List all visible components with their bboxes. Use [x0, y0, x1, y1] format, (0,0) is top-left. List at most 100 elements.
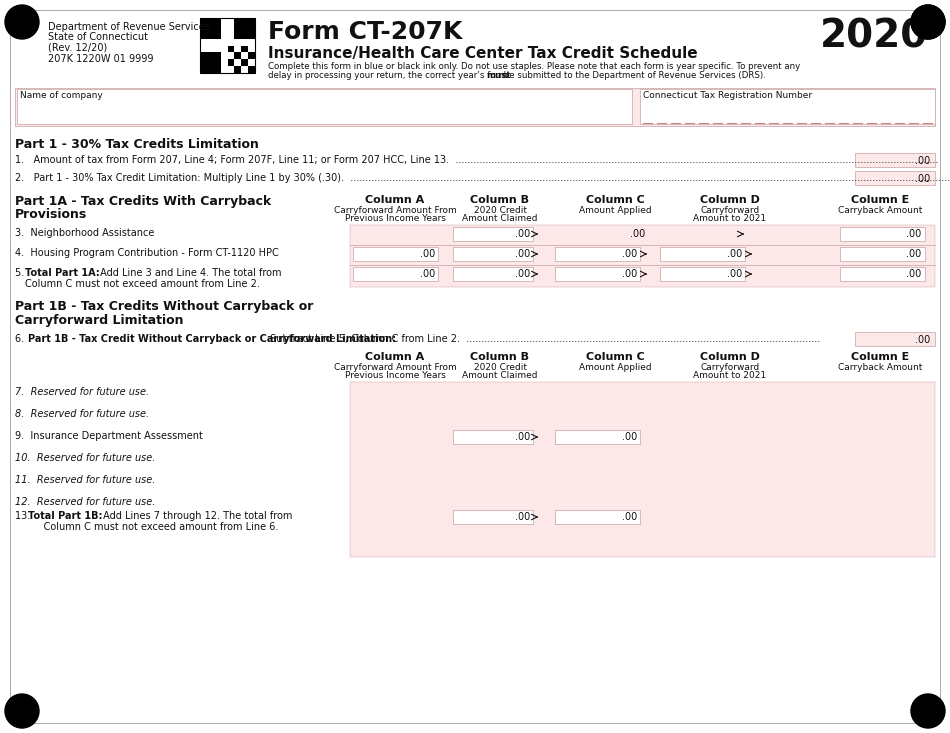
Text: be submitted to the Department of Revenue Services (DRS).: be submitted to the Department of Revenu… — [501, 71, 766, 80]
Text: Column A: Column A — [366, 352, 425, 362]
Bar — [15, 88, 935, 126]
Text: Carryforward: Carryforward — [700, 206, 760, 215]
Bar — [453, 247, 533, 261]
Bar — [214, 32, 220, 39]
Bar — [200, 59, 207, 66]
Bar — [241, 18, 248, 25]
Bar — [214, 18, 220, 25]
Text: Column E: Column E — [851, 352, 909, 362]
Bar — [248, 52, 255, 59]
Text: 207K 1220W 01 9999: 207K 1220W 01 9999 — [48, 54, 154, 64]
Text: Amount Applied: Amount Applied — [579, 363, 652, 372]
Text: Column E: Column E — [851, 195, 909, 205]
Text: Insurance/Health Care Center Tax Credit Schedule: Insurance/Health Care Center Tax Credit … — [268, 46, 697, 61]
Text: .00: .00 — [727, 249, 742, 259]
Text: Part 1B - Tax Credit Without Carryback or Carryforward Limitation:: Part 1B - Tax Credit Without Carryback o… — [28, 334, 396, 344]
Text: Amount Applied: Amount Applied — [579, 206, 652, 215]
Circle shape — [911, 5, 945, 39]
Text: Complete this form in blue or black ink only. Do not use staples. Please note th: Complete this form in blue or black ink … — [268, 62, 800, 71]
Bar — [207, 59, 214, 66]
Text: Form CT-207K: Form CT-207K — [268, 20, 463, 44]
Bar — [200, 66, 207, 73]
Text: .00: .00 — [905, 269, 921, 279]
Text: .00: .00 — [915, 156, 930, 166]
Bar — [214, 66, 220, 73]
Bar — [235, 25, 241, 32]
Bar — [241, 59, 248, 66]
Circle shape — [911, 5, 945, 39]
Bar — [248, 18, 255, 25]
Text: 13.: 13. — [15, 511, 33, 521]
Text: (Rev. 12/20): (Rev. 12/20) — [48, 43, 107, 53]
Text: Column C must not exceed amount from Line 6.: Column C must not exceed amount from Lin… — [28, 522, 278, 532]
Text: Carryback Amount: Carryback Amount — [838, 363, 922, 372]
Text: Department of Revenue Services: Department of Revenue Services — [48, 22, 210, 32]
Text: Column C: Column C — [585, 352, 644, 362]
Text: 2020: 2020 — [820, 17, 928, 55]
Text: Previous Income Years: Previous Income Years — [345, 214, 446, 223]
Text: Amount to 2021: Amount to 2021 — [694, 214, 767, 223]
Text: .00: .00 — [630, 229, 645, 239]
Bar — [660, 247, 745, 261]
Text: 7.  Reserved for future use.: 7. Reserved for future use. — [15, 387, 149, 397]
Bar — [200, 32, 207, 39]
Text: Column D: Column D — [700, 352, 760, 362]
Circle shape — [911, 694, 945, 728]
Bar — [214, 52, 220, 59]
Text: Part 1A - Tax Credits With Carryback: Part 1A - Tax Credits With Carryback — [15, 195, 272, 208]
Text: 3.  Neighborhood Assistance: 3. Neighborhood Assistance — [15, 228, 154, 238]
Text: .00: .00 — [515, 269, 530, 279]
Circle shape — [5, 694, 39, 728]
Bar — [350, 382, 935, 557]
Bar — [555, 247, 640, 261]
Text: 1.   Amount of tax from Form 207, Line 4; Form 207F, Line 11; or Form 207 HCC, L: 1. Amount of tax from Form 207, Line 4; … — [15, 155, 939, 165]
Circle shape — [5, 5, 39, 39]
Bar — [227, 59, 235, 66]
Bar — [840, 227, 925, 241]
Bar — [227, 45, 235, 52]
Bar — [17, 89, 632, 124]
Text: .00: .00 — [515, 512, 530, 522]
Text: 11.  Reserved for future use.: 11. Reserved for future use. — [15, 475, 156, 485]
Bar — [840, 267, 925, 281]
Bar — [235, 66, 241, 73]
Bar — [555, 510, 640, 524]
Bar — [235, 18, 241, 25]
Text: Column A: Column A — [366, 195, 425, 205]
Text: Name of company: Name of company — [20, 91, 103, 100]
Text: .00: .00 — [621, 249, 637, 259]
Bar — [453, 510, 533, 524]
Text: 2020 Credit: 2020 Credit — [473, 363, 526, 372]
Text: Provisions: Provisions — [15, 208, 87, 221]
Bar — [248, 25, 255, 32]
Bar — [200, 18, 255, 73]
Text: must: must — [486, 71, 510, 80]
Text: Carryforward: Carryforward — [700, 363, 760, 372]
Text: 4.  Housing Program Contribution - Form CT-1120 HPC: 4. Housing Program Contribution - Form C… — [15, 248, 278, 258]
Text: Total Part 1A:: Total Part 1A: — [25, 268, 100, 278]
Text: delay in processing your return, the correct year’s form: delay in processing your return, the cor… — [268, 71, 510, 80]
Text: .00: .00 — [621, 269, 637, 279]
Bar — [248, 66, 255, 73]
Bar — [453, 227, 533, 241]
Text: .00: .00 — [515, 229, 530, 239]
Text: 2020 Credit: 2020 Credit — [473, 206, 526, 215]
Bar — [555, 430, 640, 444]
Bar — [214, 59, 220, 66]
Bar — [241, 45, 248, 52]
Bar — [640, 89, 935, 124]
Text: .00: .00 — [915, 335, 930, 345]
Text: Carryback Amount: Carryback Amount — [838, 206, 922, 215]
Text: Column B: Column B — [470, 195, 529, 205]
Text: Subtract Line 5, Column C from Line 2.  ........................................: Subtract Line 5, Column C from Line 2. .… — [267, 334, 820, 344]
Text: Add Line 3 and Line 4. The total from: Add Line 3 and Line 4. The total from — [97, 268, 281, 278]
Text: .00: .00 — [515, 249, 530, 259]
Text: 5.: 5. — [15, 268, 28, 278]
Text: 8.  Reserved for future use.: 8. Reserved for future use. — [15, 409, 149, 419]
Text: .00: .00 — [905, 229, 921, 239]
Bar — [555, 267, 640, 281]
Bar — [353, 267, 438, 281]
Bar — [453, 267, 533, 281]
Text: Previous Income Years: Previous Income Years — [345, 371, 446, 380]
Text: 2.   Part 1 - 30% Tax Credit Limitation: Multiply Line 1 by 30% (.30).  ........: 2. Part 1 - 30% Tax Credit Limitation: M… — [15, 173, 950, 183]
